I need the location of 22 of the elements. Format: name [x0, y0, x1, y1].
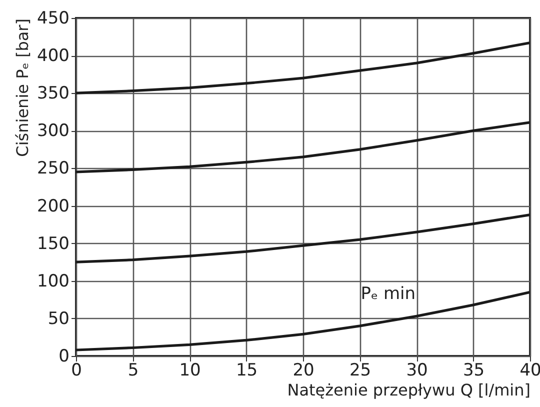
y-axis-title: Ciśnienie Pₑ [bar]	[13, 18, 32, 157]
y-tick-label: 50	[48, 308, 70, 329]
annotation: Pₑ min	[360, 284, 416, 304]
x-tick-label: 40	[520, 360, 540, 380]
y-tick-label: 100	[37, 271, 70, 292]
x-tick-label: 5	[128, 360, 139, 380]
y-tick-label: 0	[58, 346, 70, 366]
x-tick-label: 25	[349, 360, 372, 380]
y-tick-label: 200	[37, 196, 70, 216]
y-tick-label: 150	[37, 234, 70, 254]
x-tick-label: 15	[236, 360, 258, 380]
y-tick-label: 400	[37, 46, 70, 66]
x-tick-label: 10	[179, 360, 201, 380]
x-axis-title: Natężenie przepływu Q [l/min]	[287, 380, 530, 400]
y-tick-label: 350	[37, 84, 70, 104]
y-tick-label: 250	[37, 158, 70, 179]
x-tick-label: 35	[462, 360, 485, 380]
y-tick-label: 300	[37, 121, 70, 142]
x-tick-label: 0	[71, 360, 82, 380]
x-tick-label: 20	[292, 360, 314, 380]
x-tick-label: 30	[406, 360, 428, 380]
y-tick-label: 450	[37, 8, 70, 28]
